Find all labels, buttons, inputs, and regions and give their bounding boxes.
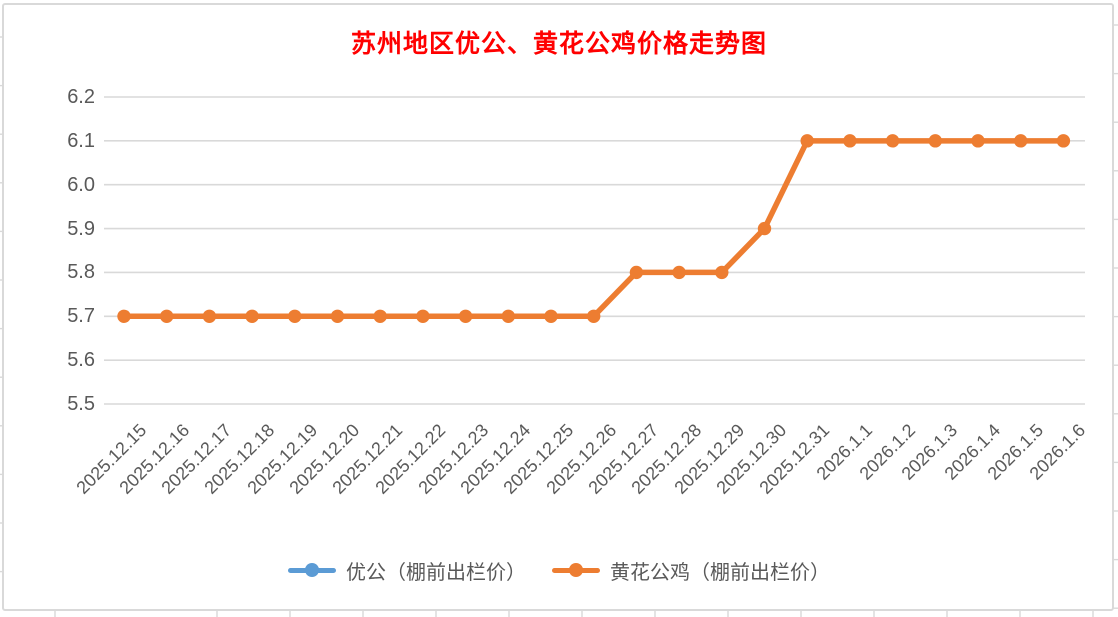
data-point-marker (757, 221, 772, 236)
data-point-marker (501, 309, 515, 323)
data-point-marker (1014, 134, 1028, 148)
data-point-marker (928, 134, 942, 148)
data-point-marker (288, 309, 302, 323)
y-axis-tick-label: 5.9 (67, 217, 95, 240)
legend-line-marker-icon (552, 563, 600, 578)
chart-frame (2, 3, 1114, 611)
y-axis-tick-label: 6.1 (67, 129, 95, 152)
legend-item: 优公（棚前出栏价） (288, 556, 526, 585)
y-axis-tick-label: 5.6 (67, 349, 95, 372)
data-point-marker (416, 309, 430, 323)
data-point-marker (544, 309, 558, 323)
data-point-marker (629, 265, 644, 280)
data-point-marker (843, 134, 857, 148)
data-point-marker (715, 265, 729, 280)
y-axis-tick-label: 5.5 (67, 393, 95, 415)
chart-title: 苏州地区优公、黄花公鸡价格走势图 (350, 29, 767, 58)
data-point-marker (800, 134, 814, 148)
data-point-marker (587, 309, 601, 323)
y-axis-tick-label: 5.8 (67, 261, 95, 284)
data-point-marker (971, 134, 985, 148)
data-point-marker (245, 309, 259, 323)
legend-item: 黄花公鸡（棚前出栏价） (552, 556, 830, 585)
y-axis-tick-label: 5.7 (67, 305, 95, 328)
data-point-marker (672, 265, 686, 280)
y-axis-tick-label: 6.0 (67, 173, 95, 196)
data-point-marker (117, 309, 131, 323)
legend-label: 黄花公鸡（棚前出栏价） (610, 559, 830, 584)
legend-line-marker-icon (288, 563, 336, 578)
data-point-marker (330, 309, 345, 323)
y-axis-tick-label: 6.2 (67, 86, 95, 108)
data-point-marker (458, 309, 473, 323)
data-point-marker (373, 309, 387, 323)
legend-label: 优公（棚前出栏价） (346, 559, 526, 584)
legend: 优公（棚前出栏价） 黄花公鸡（棚前出栏价） (0, 555, 1118, 585)
data-point-marker (1056, 134, 1071, 148)
data-point-marker (160, 309, 174, 323)
data-point-marker (885, 134, 900, 148)
data-point-marker (202, 309, 217, 323)
